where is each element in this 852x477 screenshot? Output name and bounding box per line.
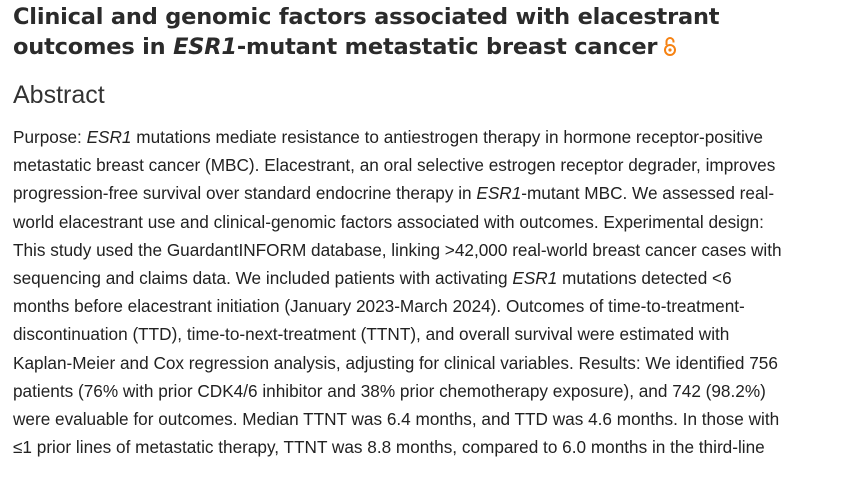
title-line-1: Clinical and genomic factors associated …	[13, 4, 720, 30]
title-line-2-prefix: outcomes in	[13, 34, 174, 60]
text: Kaplan-Meier and Cox regression analysis…	[13, 352, 778, 373]
text: sequencing and claims data. We included …	[13, 268, 513, 289]
text: patients (76% with prior CDK4/6 inhibito…	[13, 380, 766, 401]
abstract-line: patients (76% with prior CDK4/6 inhibito…	[13, 377, 848, 405]
text: -mutant MBC. We assessed real-	[521, 183, 775, 204]
abstract-line: metastatic breast cancer (MBC). Elacestr…	[13, 151, 848, 179]
abstract-line: progression-free survival over standard …	[13, 179, 848, 207]
text: mutations detected <6	[557, 268, 732, 289]
abstract-line: Purpose: ESR1 mutations mediate resistan…	[13, 123, 848, 151]
abstract-heading: Abstract	[13, 81, 105, 109]
gene-name: ESR1	[512, 268, 558, 289]
text: This study used the GuardantINFORM datab…	[13, 239, 782, 260]
abstract-line: ≤1 prior lines of metastatic therapy, TT…	[13, 433, 848, 461]
text: months before elacestrant initiation (Ja…	[13, 296, 745, 317]
text: mutations mediate resistance to antiestr…	[131, 127, 763, 147]
article-title: Clinical and genomic factors associated …	[13, 0, 852, 62]
abstract-line: discontinuation (TTD), time-to-next-trea…	[13, 320, 848, 348]
gene-name: ESR1	[476, 183, 522, 204]
abstract-line: This study used the GuardantINFORM datab…	[13, 236, 848, 264]
gene-name: ESR1	[86, 127, 132, 147]
text: metastatic breast cancer (MBC). Elacestr…	[13, 155, 776, 176]
abstract-line: Kaplan-Meier and Cox regression analysis…	[13, 349, 848, 377]
text: discontinuation (TTD), time-to-next-trea…	[13, 324, 730, 345]
abstract-line: sequencing and claims data. We included …	[13, 264, 848, 292]
abstract-line: months before elacestrant initiation (Ja…	[13, 292, 848, 320]
abstract-body: Purpose: ESR1 mutations mediate resistan…	[13, 123, 848, 461]
text: progression-free survival over standard …	[13, 183, 477, 204]
open-access-lock-icon[interactable]	[663, 35, 677, 57]
text: were evaluable for outcomes. Median TTNT…	[13, 409, 780, 430]
abstract-line: were evaluable for outcomes. Median TTNT…	[13, 405, 848, 433]
text: ≤1 prior lines of metastatic therapy, TT…	[13, 437, 765, 458]
text: world elacestrant use and clinical-genom…	[13, 211, 764, 232]
title-gene-name: ESR1	[173, 34, 237, 60]
title-line-2-suffix: -mutant metastatic breast cancer	[236, 34, 658, 60]
abstract-line: world elacestrant use and clinical-genom…	[13, 208, 848, 236]
text: Purpose:	[13, 127, 87, 147]
